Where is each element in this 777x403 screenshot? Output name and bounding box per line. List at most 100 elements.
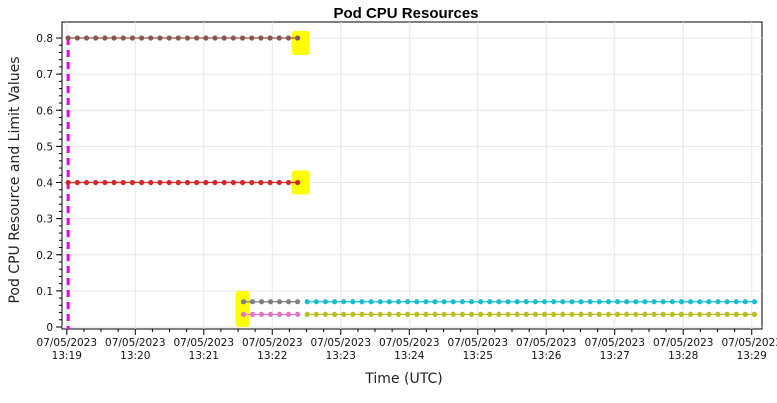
series-point	[651, 299, 657, 305]
highlight-box	[235, 290, 250, 327]
chart-title: Pod CPU Resources	[333, 5, 478, 22]
series-point	[359, 299, 365, 305]
series-point	[532, 299, 538, 305]
y-tick-label: 0.3	[36, 214, 53, 226]
series-point	[614, 311, 621, 317]
series-point	[258, 311, 265, 317]
series-4	[240, 311, 301, 317]
series-point	[578, 299, 584, 305]
series-point	[496, 311, 502, 317]
x-tick-time: 13:26	[531, 350, 562, 362]
series-point	[111, 179, 117, 186]
series-point	[350, 311, 356, 317]
series-point	[276, 179, 282, 186]
y-tick-label: 0.1	[36, 286, 53, 298]
series-point	[742, 311, 748, 317]
series-point	[313, 311, 319, 317]
series-layer	[65, 35, 758, 317]
series-point	[496, 299, 502, 305]
series-point	[138, 35, 145, 41]
series-point	[441, 311, 447, 317]
series-point	[304, 299, 310, 305]
series-point	[697, 299, 703, 305]
series-point	[184, 35, 191, 41]
series-point	[386, 311, 392, 317]
y-tick-label: 0.8	[36, 33, 53, 45]
plot-area	[61, 21, 763, 330]
series-point	[733, 299, 739, 305]
x-tick-time: 13:28	[668, 350, 698, 362]
series-point	[285, 311, 292, 317]
series-point	[368, 299, 374, 305]
series-point	[203, 179, 209, 186]
series-point	[541, 299, 548, 305]
series-point	[560, 299, 566, 305]
series-point	[239, 179, 246, 186]
series-point	[74, 35, 80, 41]
x-tick-date: 07/05/2023	[311, 337, 372, 349]
x-tick-date: 07/05/2023	[584, 337, 645, 349]
series-point	[65, 35, 71, 41]
series-point	[267, 299, 274, 305]
series-point	[687, 299, 694, 305]
highlight-box	[291, 170, 310, 195]
series-point	[276, 35, 282, 41]
y-tick-label: 0.5	[36, 141, 53, 153]
series-point	[706, 311, 712, 317]
series-3	[240, 299, 301, 305]
series-point	[560, 311, 566, 317]
series-point	[687, 311, 694, 317]
series-point	[432, 299, 438, 305]
series-point	[194, 179, 200, 186]
x-tick-time: 13:29	[737, 350, 767, 362]
series-point	[230, 35, 236, 41]
x-tick-date: 07/05/2023	[653, 337, 714, 349]
series-point	[166, 179, 172, 186]
series-point	[414, 299, 420, 305]
x-tick-date: 07/05/2023	[379, 337, 440, 349]
series-point	[614, 299, 621, 305]
series-point	[751, 311, 758, 317]
series-point	[432, 311, 438, 317]
x-axis-label: Time (UTC)	[364, 371, 442, 387]
series-point	[605, 311, 612, 317]
series-5	[304, 299, 758, 305]
series-point	[733, 311, 739, 317]
series-point	[240, 311, 247, 317]
series-point	[285, 179, 292, 186]
y-tick-label: 0.2	[36, 250, 53, 262]
x-tick-time: 13:23	[326, 350, 356, 362]
series-point	[596, 311, 602, 317]
x-tick-date: 07/05/2023	[721, 337, 777, 349]
series-point	[450, 299, 456, 305]
x-tick-time: 13:22	[257, 350, 287, 362]
series-point	[341, 311, 347, 317]
series-point	[331, 311, 338, 317]
x-tick-date: 07/05/2023	[37, 337, 98, 349]
series-point	[450, 311, 456, 317]
highlight-box	[291, 31, 310, 55]
y-tick-label: 0.4	[36, 178, 53, 190]
series-point	[386, 299, 392, 305]
series-point	[587, 299, 593, 305]
series-point	[706, 299, 712, 305]
series-point	[395, 299, 402, 305]
x-tick-date: 07/05/2023	[447, 337, 508, 349]
series-point	[395, 311, 402, 317]
series-point	[267, 179, 273, 186]
y-axis-label: Pod CPU Resource and Limit Values	[7, 56, 23, 303]
x-tick-date: 07/05/2023	[105, 337, 166, 349]
x-tick-date: 07/05/2023	[174, 337, 235, 349]
series-point	[249, 35, 255, 41]
series-point	[138, 179, 145, 186]
series-point	[551, 311, 557, 317]
series-point	[742, 299, 748, 305]
series-point	[120, 179, 126, 186]
series-point	[523, 311, 529, 317]
series-point	[669, 311, 675, 317]
series-point	[341, 299, 347, 305]
series-point	[468, 299, 475, 305]
y-tick-label: 0.6	[36, 105, 53, 117]
series-point	[276, 311, 283, 317]
series-point	[359, 311, 365, 317]
